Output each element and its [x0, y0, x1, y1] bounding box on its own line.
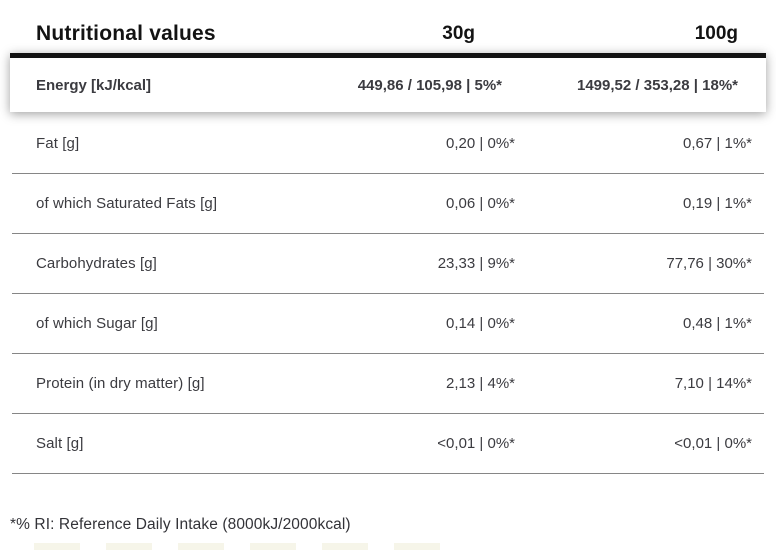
table-row-energy: Energy [kJ/kcal] 449,86 / 105,98 | 5%* 1…	[10, 58, 766, 112]
column-header-100g: 100g	[694, 23, 738, 44]
table-header: Nutritional values 30g 100g	[0, 0, 776, 52]
row-label: Protein (in dry matter) [g]	[36, 375, 205, 392]
row-label: of which Sugar [g]	[36, 315, 158, 332]
table-row-salt: Salt [g] <0,01 | 0%* <0,01 | 0%*	[12, 414, 764, 474]
value-30g: 449,86 / 105,98 | 5%*	[357, 76, 502, 94]
value-30g: 2,13 | 4%*	[446, 375, 515, 392]
energy-card: Energy [kJ/kcal] 449,86 / 105,98 | 5%* 1…	[10, 53, 766, 112]
row-label: Salt [g]	[36, 435, 84, 452]
value-30g: 23,33 | 9%*	[437, 255, 515, 272]
table-body: Fat [g] 0,20 | 0%* 0,67 | 1%* of which S…	[0, 114, 776, 474]
value-100g: 0,67 | 1%*	[683, 135, 752, 152]
value-100g: 1499,52 / 353,28 | 18%*	[577, 76, 738, 94]
value-100g: 77,76 | 30%*	[666, 255, 752, 272]
header-divider-bar	[10, 53, 766, 58]
column-header-30g: 30g	[442, 23, 475, 44]
value-30g: 0,14 | 0%*	[446, 315, 515, 332]
value-30g: <0,01 | 0%*	[437, 435, 515, 452]
value-100g: 7,10 | 14%*	[674, 375, 752, 392]
row-label: Fat [g]	[36, 135, 80, 152]
table-row-protein: Protein (in dry matter) [g] 2,13 | 4%* 7…	[12, 354, 764, 414]
row-label: Energy [kJ/kcal]	[36, 76, 152, 94]
reference-intake-footnote: *% RI: Reference Daily Intake (8000kJ/20…	[10, 516, 351, 533]
row-label: of which Saturated Fats [g]	[36, 195, 218, 212]
value-100g: <0,01 | 0%*	[674, 435, 752, 452]
table-row-sugar: of which Sugar [g] 0,14 | 0%* 0,48 | 1%*	[12, 294, 764, 354]
cutoff-text-artifact	[34, 543, 454, 550]
value-30g: 0,20 | 0%*	[446, 135, 515, 152]
table-row-carbohydrates: Carbohydrates [g] 23,33 | 9%* 77,76 | 30…	[12, 234, 764, 294]
table-row-saturated-fats: of which Saturated Fats [g] 0,06 | 0%* 0…	[12, 174, 764, 234]
table-title: Nutritional values	[36, 22, 216, 45]
value-30g: 0,06 | 0%*	[446, 195, 515, 212]
value-100g: 0,19 | 1%*	[683, 195, 752, 212]
table-row-fat: Fat [g] 0,20 | 0%* 0,67 | 1%*	[12, 114, 764, 174]
row-label: Carbohydrates [g]	[36, 255, 157, 272]
value-100g: 0,48 | 1%*	[683, 315, 752, 332]
